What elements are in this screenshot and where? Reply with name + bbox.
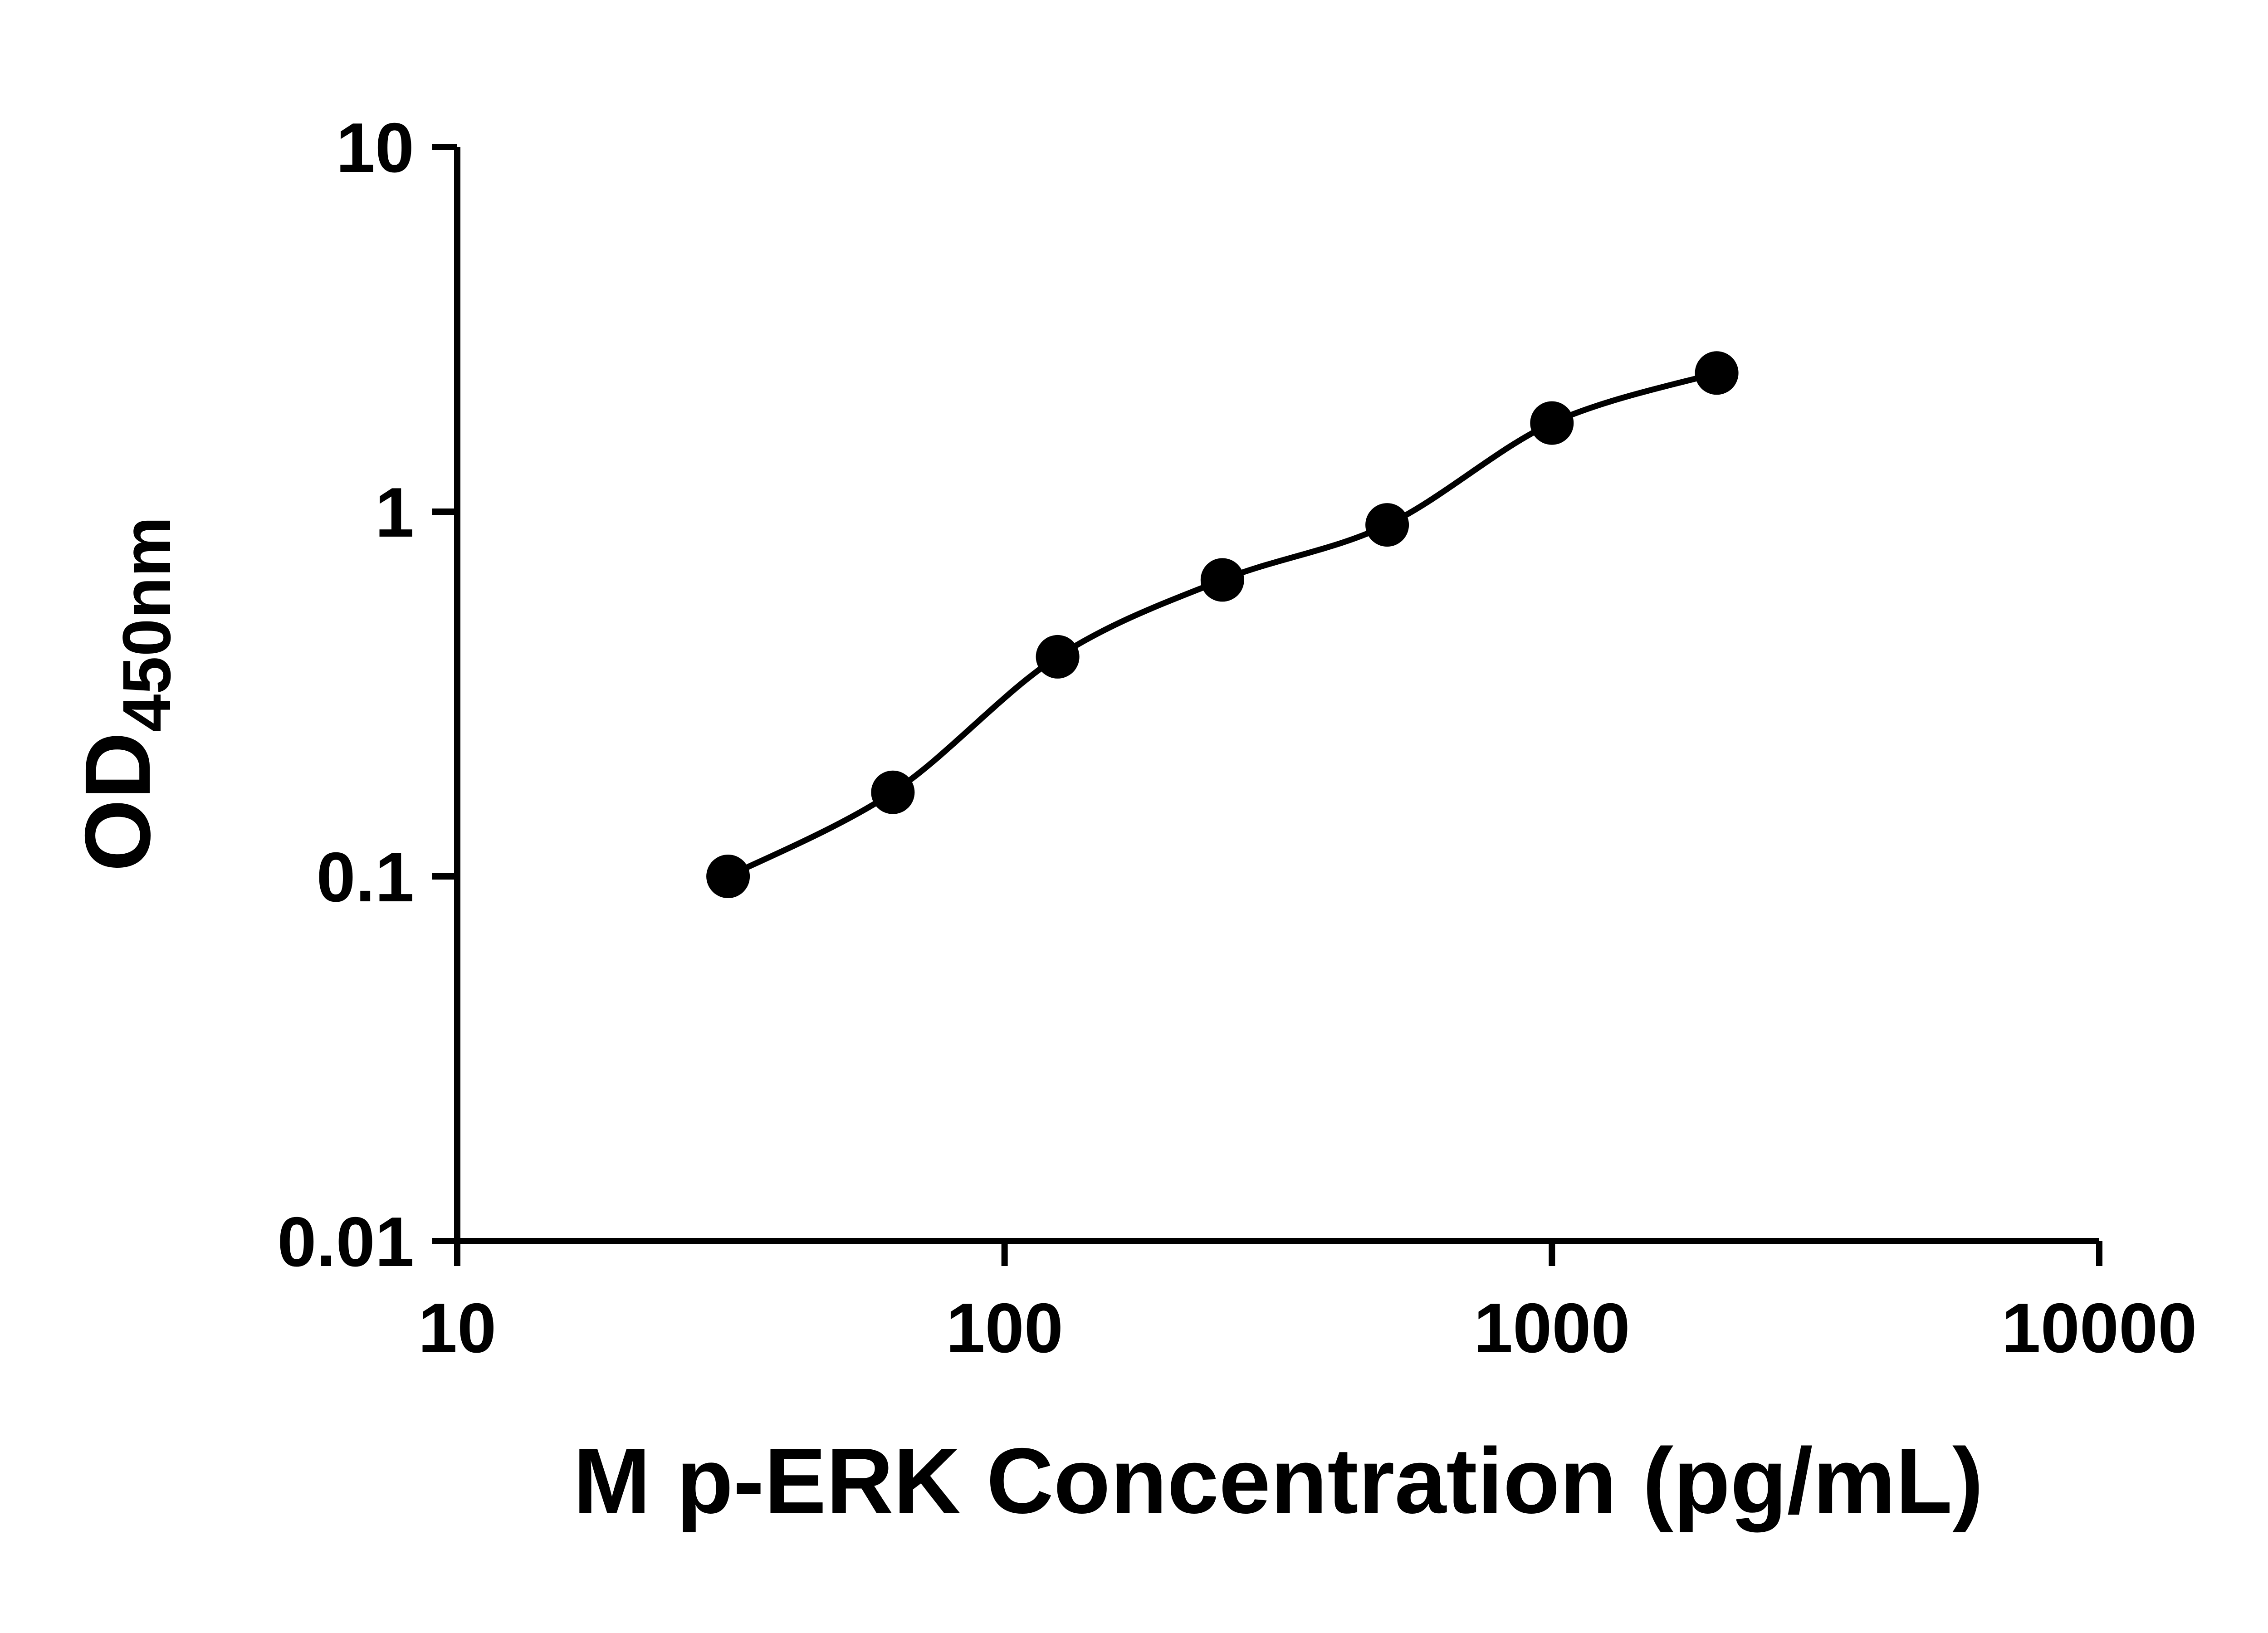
axis-lines	[454, 147, 2099, 1244]
data-point	[1365, 503, 1409, 547]
x-tick-label: 1000	[1474, 1289, 1630, 1367]
axes	[454, 147, 2099, 1244]
x-tick-label: 100	[946, 1289, 1063, 1367]
data-point	[871, 770, 915, 814]
y-tick-label: 0.1	[317, 838, 414, 916]
y-tick-label: 0.01	[277, 1203, 414, 1281]
y-axis-title-main: OD	[66, 732, 170, 872]
y-axis-title-subscript: 450nm	[108, 517, 185, 732]
data-point	[1695, 351, 1739, 395]
data-point	[1036, 635, 1080, 679]
y-tick-label: 10	[336, 108, 414, 187]
tick-marks	[432, 144, 2102, 1266]
y-axis-title: OD450nm	[66, 517, 185, 872]
y-tick-label: 1	[375, 473, 414, 552]
x-tick-label: 10000	[2001, 1289, 2197, 1367]
data-series	[706, 351, 1739, 898]
x-tick-label: 10	[418, 1289, 496, 1367]
data-point	[1530, 401, 1574, 445]
data-point	[1200, 558, 1244, 602]
data-point	[706, 855, 750, 898]
x-axis-title: M p-ERK Concentration (pg/mL)	[573, 1429, 1984, 1533]
